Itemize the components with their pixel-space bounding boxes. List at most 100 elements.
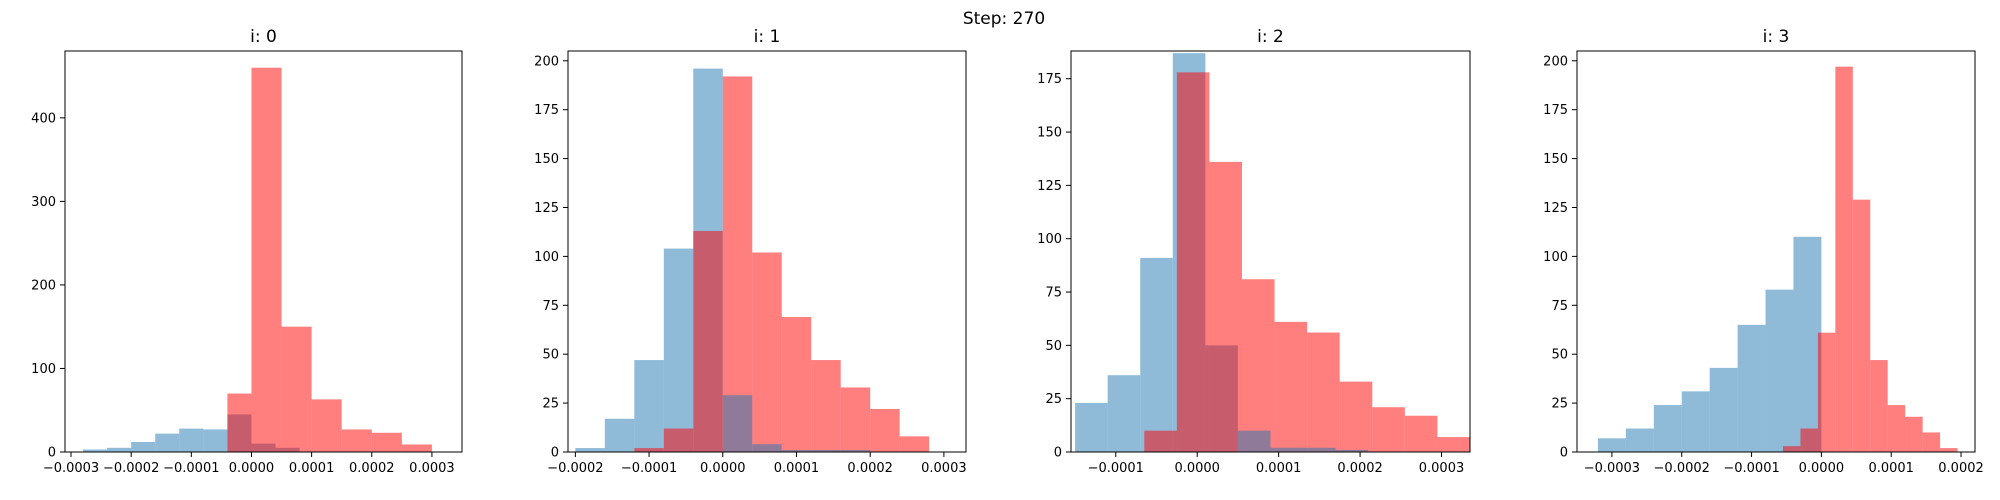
y-tick-label: 50 [1045,339,1062,354]
y-tick-label: 200 [534,54,559,69]
histogram-bar-blue [1625,428,1654,452]
subplot-title: i: 3 [1763,27,1790,47]
x-tick-label: −0.0001 [1088,461,1144,476]
x-tick-label: 0.0001 [1256,461,1302,476]
x-tick-label: −0.0001 [1723,461,1779,476]
histogram-bar-blue [1681,391,1710,452]
histogram-bar-red [311,399,342,452]
x-tick-label: 0.0003 [1419,461,1465,476]
histogram-bar-blue [1075,402,1108,452]
histogram-bar-blue [107,447,132,452]
histogram-bar-blue [634,360,664,452]
y-tick-label: 125 [534,201,559,216]
x-tick-label: 0.0003 [921,461,967,476]
histogram-bar-blue [203,429,228,452]
histogram-bar-blue [1270,447,1304,452]
histogram-bar-red [251,67,282,452]
bars-group [83,67,432,452]
bars-group [575,68,930,452]
y-tick-label: 100 [31,362,56,377]
histogram-bar-blue [1107,375,1141,452]
y-tick-label: 50 [542,348,559,363]
histogram-bar-red [752,252,782,452]
y-tick-label: 50 [1551,348,1568,363]
y-tick-label: 0 [551,446,559,461]
histogram-bar-blue [179,428,204,452]
y-tick-label: 300 [31,195,56,210]
histogram-bar-red [634,448,664,452]
y-tick-label: 75 [1551,299,1568,314]
histogram-bar-red [1404,415,1438,452]
subplot-title: i: 2 [1257,27,1284,47]
x-tick-label: 0.0002 [349,461,395,476]
x-tick-label: 0.0002 [1337,461,1383,476]
x-tick-label: −0.0001 [163,461,219,476]
histogram-bar-red [1274,321,1308,452]
y-tick-label: 100 [534,250,559,265]
histogram-bar-red [722,76,753,452]
histogram-bar-blue [663,248,694,452]
y-tick-label: 0 [1054,446,1062,461]
histogram-bar-blue [1765,289,1794,452]
x-tick-label: 0.0002 [847,461,893,476]
histogram-bar-blue [1737,324,1766,452]
y-tick-label: 125 [1037,179,1062,194]
histogram-bar-red [1870,360,1888,452]
histogram-bar-red [781,317,812,452]
histogram-bar-red [1437,437,1470,452]
x-tick-label: 0.0000 [1174,461,1220,476]
histogram-bar-blue [722,395,753,452]
axes-frame [567,50,967,453]
histogram-bar-blue [1237,430,1271,452]
histogram-bar-blue [1793,236,1822,452]
histogram-bar-red [663,428,694,452]
y-tick-label: 25 [1551,397,1568,412]
y-tick-label: 25 [542,397,559,412]
y-tick-label: 25 [1045,392,1062,407]
y-tick-label: 175 [1543,103,1568,118]
histogram-bar-blue [575,448,605,452]
histogram-bar-blue [781,450,812,452]
x-tick-label: −0.0001 [621,461,677,476]
x-tick-label: 0.0001 [774,461,820,476]
y-tick-label: 0 [48,446,56,461]
y-tick-label: 150 [534,152,559,167]
figure-suptitle: Step: 270 [963,9,1045,29]
x-tick-label: 0.0001 [289,461,335,476]
x-tick-label: 0.0001 [1868,461,1914,476]
histogram-bar-red [1209,161,1242,452]
histogram-bar-red [1176,72,1210,452]
histogram-bar-blue [1140,257,1173,452]
subplot-1: i: 1 −0.0002 −0.0001 0.0000 0.0001 0.0002 0.00… [534,27,966,476]
histogram-bar-red [1144,430,1177,452]
y-tick-label: 0 [1560,446,1568,461]
x-tick-label: 0.0000 [229,461,275,476]
y-tick-label: 75 [542,299,559,314]
y-tick-label: 200 [31,278,56,293]
y-tick-label: 125 [1543,201,1568,216]
axes-frame [1070,50,1471,453]
histogram-bar-red [1887,405,1906,452]
histogram-bar-blue [604,418,635,452]
y-tick-label: 175 [1037,72,1062,87]
y-tick-label: 75 [1045,286,1062,301]
histogram-bar-blue [811,450,841,452]
histogram-bar-red [1835,66,1853,452]
histogram-bar-red [811,360,841,452]
histogram-bar-red [1372,407,1405,452]
histogram-bar-red [401,444,432,452]
subplot-2: i: 2 −0.0001 0.0000 0.0001 0.0002 0.0003 0 25 50… [1037,27,1471,476]
bars-group [1597,66,1958,452]
x-tick-label: −0.0003 [43,461,99,476]
histogram-bar-red [371,432,402,452]
x-tick-label: 0.0003 [409,461,455,476]
histogram-bar-blue [1597,438,1626,452]
subplot-title: i: 1 [754,27,781,47]
histogram-bar-red [1800,428,1818,452]
axes-frame [64,50,463,453]
x-tick-label: −0.0002 [1654,461,1710,476]
histogram-bar-blue [752,444,782,452]
histogram-bar-red [1940,448,1958,452]
histogram-bar-blue [83,449,108,452]
histogram-bar-red [1852,199,1871,452]
